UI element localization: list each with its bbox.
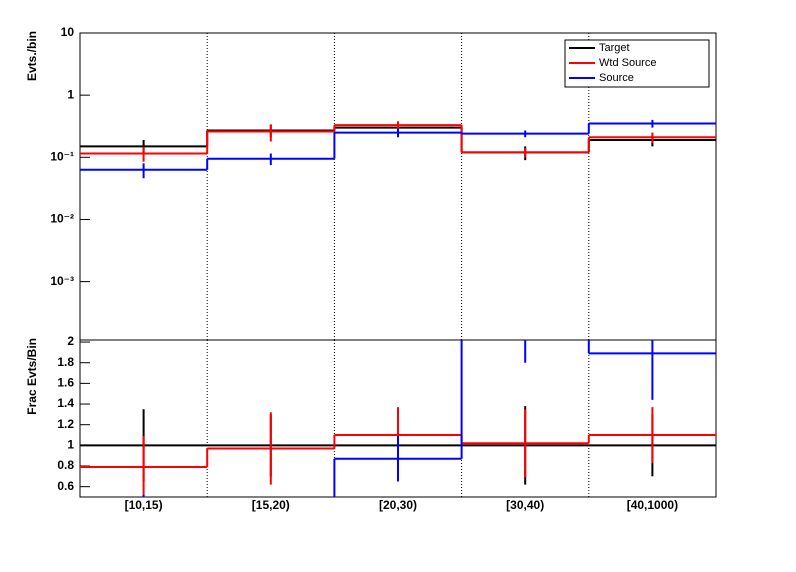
y-tick-label: 0.8	[57, 458, 74, 472]
legend-label: Target	[599, 42, 630, 54]
plot-area	[80, 340, 716, 497]
x-tick-label: [15,20)	[252, 498, 290, 512]
y-tick-label: 1.4	[57, 396, 74, 410]
y-tick-label: 1.6	[57, 376, 74, 390]
y-tick-label: 10⁻²	[50, 212, 74, 226]
x-tick-label: [30,40)	[506, 498, 544, 512]
x-tick-label: [20,30)	[379, 498, 417, 512]
y-tick-label: 2	[67, 334, 74, 348]
y-tick-label: 10⁻¹	[50, 149, 74, 163]
plot-area	[80, 119, 716, 179]
x-tick-label: [40,1000)	[627, 498, 678, 512]
y-axis-label: Frac Evts/Bin	[25, 338, 39, 415]
y-tick-label: 1.8	[57, 355, 74, 369]
y-tick-label: 1	[67, 438, 74, 452]
y-tick-label: 10	[61, 25, 75, 39]
legend-label: Source	[599, 72, 634, 84]
y-tick-label: 1.2	[57, 417, 74, 431]
x-tick-label: [10,15)	[125, 498, 163, 512]
y-tick-label: 10⁻³	[50, 274, 74, 288]
y-tick-label: 0.6	[57, 479, 74, 493]
legend-label: Wtd Source	[599, 57, 656, 69]
y-axis-label: Evts./bin	[25, 31, 39, 81]
plot-frame	[79, 339, 717, 498]
y-tick-label: 1	[67, 87, 74, 101]
